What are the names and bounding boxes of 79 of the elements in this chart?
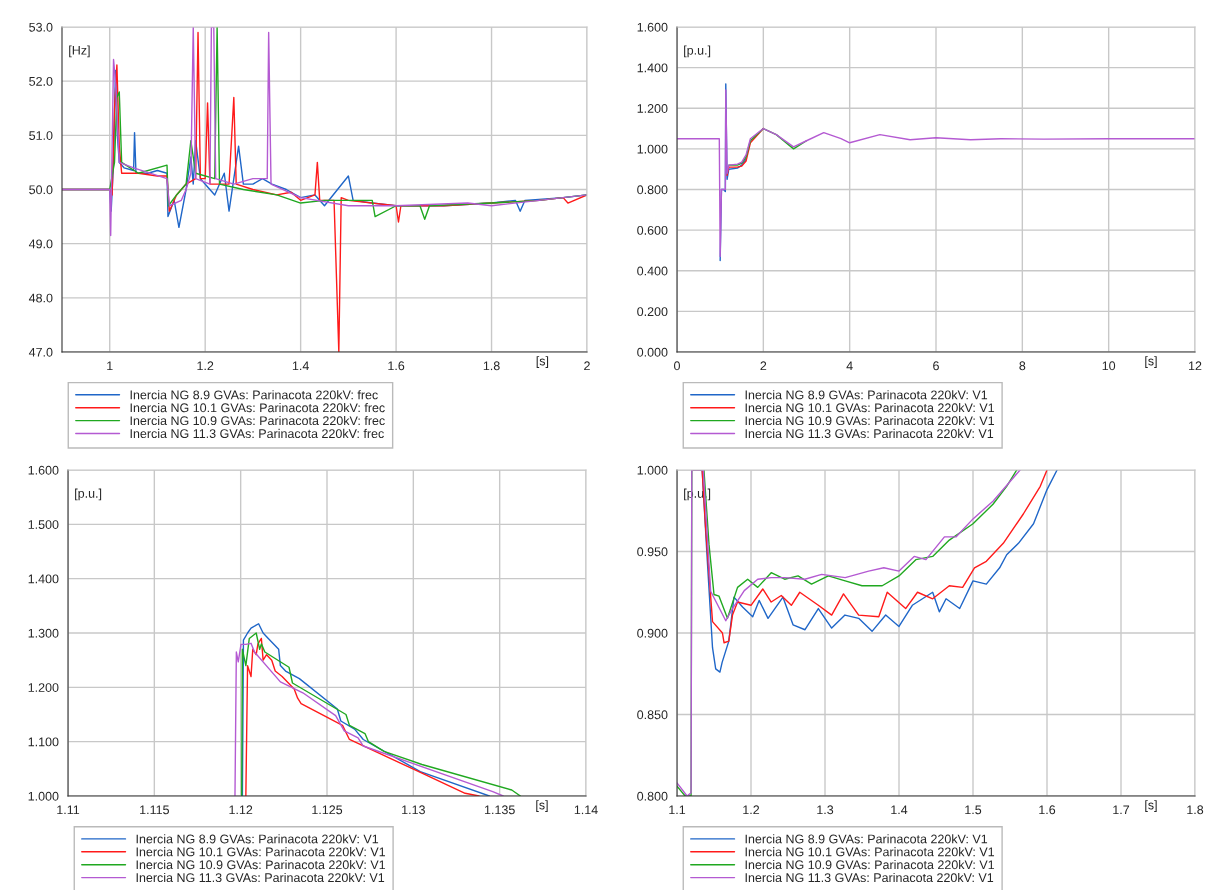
legend-label: Inercia NG 11.3 GVAs: Parinacota 220kV: V1 (745, 428, 994, 439)
y-tick-label: 1.600 (28, 465, 59, 475)
y-tick-label: 1.300 (28, 628, 59, 638)
x-tick-label: 6 (933, 361, 939, 371)
y-tick-label: 0.850 (637, 710, 668, 720)
y-tick-label: 49.0 (28, 239, 53, 249)
y-tick-label: 1.000 (28, 791, 59, 801)
legend-label: Inercia NG 8.9 GVAs: Parinacota 220kV: V1 (136, 834, 379, 844)
x-tick-label: 2 (760, 361, 767, 371)
x-tick-label: 1.12 (229, 805, 253, 815)
legend-label: Inercia NG 11.3 GVAs: Parinacota 220kV: V1 (745, 872, 994, 883)
legend-label: Inercia NG 10.1 GVAs: Parinacota 220kV: frec (130, 403, 385, 413)
x-axis-title: [s] (1145, 356, 1157, 368)
y-tick-label: 0.800 (637, 791, 668, 801)
y-tick-label: 0.000 (637, 347, 668, 357)
x-tick-label: 1.8 (483, 361, 500, 371)
y-tick-label: 52.0 (29, 76, 53, 86)
x-tick-label: 1.135 (484, 805, 515, 815)
x-tick-label: 1.115 (140, 805, 169, 815)
x-tick-label: 0 (674, 361, 680, 371)
legend-label: Inercia NG 10.9 GVAs: Parinacota 220kV: V1 (745, 415, 995, 426)
x-axis-title: [s] (1145, 800, 1157, 812)
x-tick-label: 1.2 (743, 805, 760, 815)
x-tick-label: 1.6 (1039, 805, 1056, 815)
y-tick-label: 0.950 (637, 547, 668, 557)
y-tick-label: 0.200 (637, 307, 668, 317)
legend-label: Inercia NG 11.3 GVAs: Parinacota 220kV: frec (130, 428, 384, 439)
y-tick-label: 1.400 (28, 574, 59, 584)
y-tick-label: 51.0 (29, 131, 53, 140)
x-tick-label: 1.1 (669, 805, 686, 815)
x-tick-label: 1.2 (197, 361, 214, 371)
x-tick-label: 1.6 (388, 361, 405, 371)
x-tick-label: 4 (846, 361, 853, 371)
legend-label: Inercia NG 10.9 GVAs: Parinacota 220kV: frec (130, 415, 385, 426)
y-tick-label: 0.400 (637, 266, 668, 276)
legend-label: Inercia NG 8.9 GVAs: Parinacota 220kV: V1 (745, 390, 988, 400)
y-tick-label: 1.000 (637, 465, 668, 475)
legend-label: Inercia NG 10.1 GVAs: Parinacota 220kV: V1 (745, 403, 995, 413)
x-tick-label: 12 (1189, 361, 1202, 371)
x-tick-label: 1.8 (1187, 805, 1204, 815)
y-tick-label: 53.0 (29, 22, 53, 32)
y-axis-title: [Hz] (69, 45, 90, 58)
x-tick-label: 8 (1019, 361, 1026, 371)
x-axis-title: [s] (536, 356, 549, 368)
x-tick-label: 1.4 (292, 361, 309, 371)
y-tick-label: 1.400 (637, 63, 668, 73)
y-tick-label: 50.0 (29, 185, 53, 195)
legend-label: Inercia NG 11.3 GVAs: Parinacota 220kV: V1 (136, 872, 385, 883)
y-tick-label: 0.800 (637, 185, 668, 195)
y-tick-label: 1.500 (28, 520, 59, 529)
x-tick-label: 1.13 (402, 805, 425, 815)
y-axis-title: [p.u.] (684, 45, 711, 58)
y-tick-label: 0.600 (637, 225, 668, 235)
legend-label: Inercia NG 10.1 GVAs: Parinacota 220kV: V1 (745, 847, 995, 857)
x-tick-label: 1.125 (312, 805, 343, 815)
x-tick-label: 1.4 (891, 805, 908, 815)
y-tick-label: 1.200 (28, 683, 59, 692)
y-tick-label: 1.000 (637, 144, 668, 154)
x-tick-label: 1.7 (1113, 805, 1130, 815)
legend-label: Inercia NG 10.9 GVAs: Parinacota 220kV: V1 (745, 860, 995, 870)
y-tick-label: 47.0 (28, 347, 53, 357)
y-tick-label: 48.0 (28, 293, 53, 303)
y-tick-label: 0.900 (637, 628, 668, 638)
y-axis-title: [p.u.] (75, 488, 102, 501)
x-tick-label: 2 (584, 361, 590, 371)
y-tick-label: 1.200 (637, 104, 668, 113)
legend-label: Inercia NG 10.1 GVAs: Parinacota 220kV: V1 (136, 847, 386, 857)
x-tick-label: 1.14 (574, 805, 598, 815)
x-tick-label: 1 (107, 361, 113, 371)
legend-label: Inercia NG 8.9 GVAs: Parinacota 220kV: frec (130, 390, 378, 400)
legend-label: Inercia NG 10.9 GVAs: Parinacota 220kV: V1 (136, 860, 386, 870)
y-tick-label: 1.100 (28, 737, 59, 747)
x-tick-label: 1.3 (817, 805, 834, 815)
y-tick-label: 1.600 (637, 22, 668, 32)
x-axis-title: [s] (536, 800, 548, 812)
x-tick-label: 1.5 (965, 805, 982, 815)
x-tick-label: 10 (1102, 361, 1116, 371)
x-tick-label: 1.11 (57, 805, 80, 815)
legend-label: Inercia NG 8.9 GVAs: Parinacota 220kV: V1 (745, 834, 988, 844)
